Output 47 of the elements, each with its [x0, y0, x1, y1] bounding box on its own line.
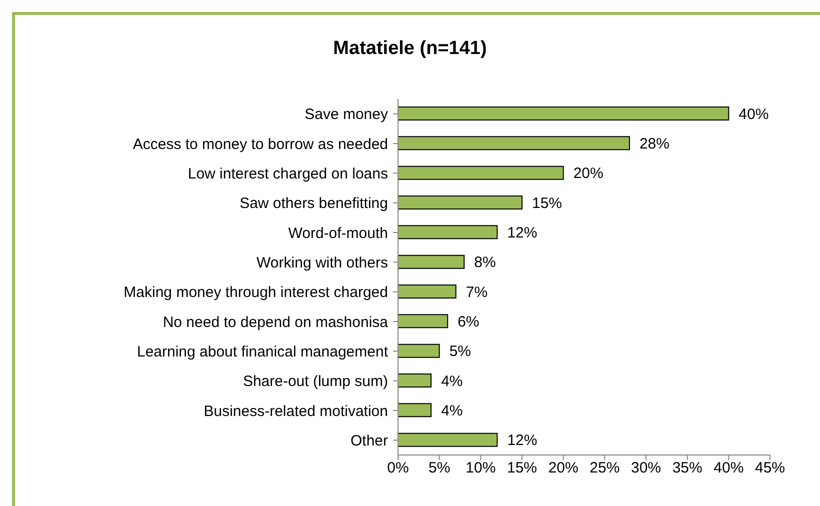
- y-tick-label: Word-of-mouth: [288, 224, 388, 242]
- bar: [398, 314, 448, 328]
- bar: [398, 344, 440, 358]
- data-label: 40%: [738, 106, 769, 123]
- y-tick-label: Low interest charged on loans: [188, 165, 388, 182]
- y-tick-label: No need to depend on mashonisa: [162, 314, 389, 331]
- data-label: 20%: [573, 165, 604, 182]
- y-tick-label: Access to money to borrow as needed: [132, 136, 388, 153]
- x-tick-label: 10%: [466, 460, 496, 477]
- bar: [398, 106, 730, 120]
- bar: [398, 196, 522, 210]
- chart-title: Matatiele (n=141): [332, 38, 488, 60]
- y-tick-label: Share-out (lump sum): [242, 373, 388, 390]
- bar: [398, 136, 630, 150]
- bar: [398, 284, 456, 298]
- bar: [398, 432, 498, 447]
- data-label: 4%: [441, 372, 463, 390]
- bar: [398, 403, 432, 418]
- data-label: 6%: [458, 313, 480, 330]
- y-tick-label: Working with others: [256, 254, 388, 272]
- data-label: 12%: [507, 224, 538, 242]
- data-label: 12%: [507, 432, 538, 450]
- data-label: 5%: [449, 343, 472, 360]
- x-tick-label: 20%: [548, 460, 578, 477]
- x-tick-label: 35%: [672, 460, 702, 477]
- y-tick-label: Other: [350, 432, 388, 450]
- bar: [398, 166, 564, 180]
- x-tick-label: 25%: [590, 460, 620, 477]
- x-tick-label: 30%: [630, 460, 662, 477]
- bar: [398, 374, 432, 388]
- bar: [398, 254, 465, 269]
- x-tick-label: 45%: [754, 460, 786, 477]
- y-tick-label: Making money through interest charged: [124, 284, 388, 302]
- y-tick-label: Save money: [304, 106, 388, 124]
- bar: [398, 225, 498, 240]
- data-label: 8%: [474, 254, 496, 272]
- x-tick-label: 40%: [714, 460, 744, 477]
- data-label: 28%: [639, 135, 670, 152]
- y-tick-label: Saw others benefitting: [240, 195, 388, 212]
- x-tick-label: 15%: [506, 460, 538, 477]
- x-tick-label: 5%: [428, 460, 450, 477]
- data-label: 15%: [532, 194, 562, 212]
- y-tick-label: Learning about finanical management: [136, 343, 389, 360]
- y-tick-label: Business-related motivation: [204, 402, 388, 420]
- data-label: 7%: [466, 284, 488, 301]
- x-tick-label: 0%: [387, 460, 409, 477]
- data-label: 4%: [441, 402, 463, 420]
